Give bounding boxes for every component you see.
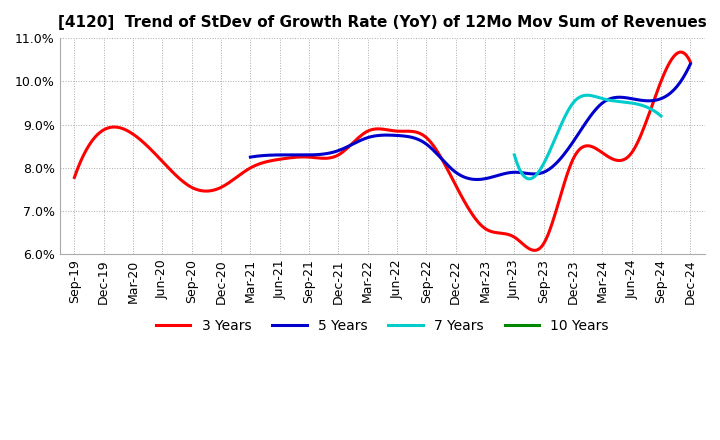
7 Years <box>598 96 606 101</box>
5 Years <box>686 62 695 67</box>
Line: 3 Years: 3 Years <box>74 52 690 250</box>
7 Years <box>634 102 643 107</box>
5 Years <box>510 169 518 175</box>
5 Years <box>517 170 526 175</box>
3 Years <box>70 175 78 180</box>
5 Years <box>618 95 627 100</box>
3 Years <box>72 169 81 174</box>
3 Years <box>447 174 456 180</box>
3 Years <box>631 145 639 150</box>
5 Years <box>246 154 255 160</box>
7 Years <box>644 105 652 110</box>
7 Years <box>600 97 609 102</box>
7 Years <box>657 114 665 119</box>
5 Years <box>508 170 517 175</box>
Line: 5 Years: 5 Years <box>251 64 690 180</box>
5 Years <box>472 177 481 182</box>
7 Years <box>598 96 607 101</box>
5 Years <box>647 98 655 103</box>
3 Years <box>686 59 695 65</box>
3 Years <box>437 155 446 160</box>
Line: 7 Years: 7 Years <box>514 95 661 179</box>
7 Years <box>510 154 519 159</box>
3 Years <box>591 146 600 151</box>
7 Years <box>525 176 534 181</box>
7 Years <box>583 92 592 98</box>
3 Years <box>675 49 684 55</box>
3 Years <box>529 248 538 253</box>
Title: [4120]  Trend of StDev of Growth Rate (YoY) of 12Mo Mov Sum of Revenues: [4120] Trend of StDev of Growth Rate (Yo… <box>58 15 707 30</box>
7 Years <box>510 152 518 158</box>
5 Years <box>248 154 256 160</box>
Legend: 3 Years, 5 Years, 7 Years, 10 Years: 3 Years, 5 Years, 7 Years, 10 Years <box>150 313 615 338</box>
3 Years <box>435 151 444 157</box>
